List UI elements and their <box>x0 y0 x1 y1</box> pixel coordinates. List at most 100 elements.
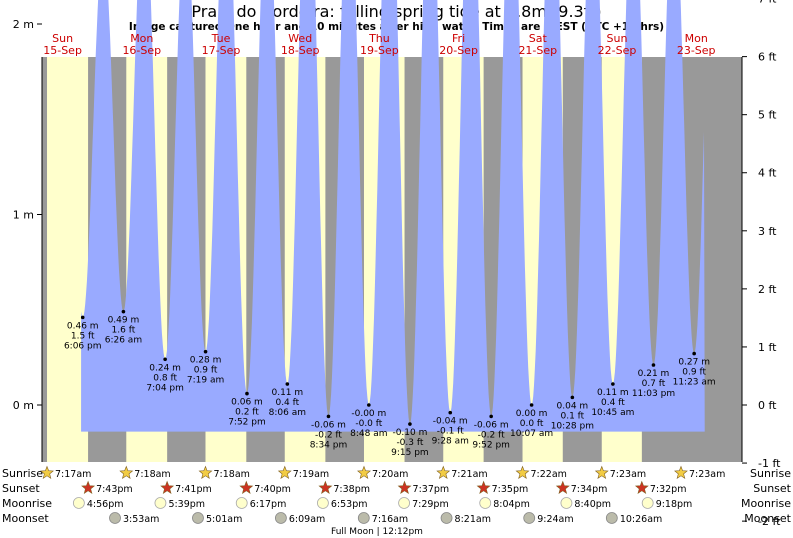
low-tide-label: -0.1 ft <box>437 427 464 437</box>
sunrise-time: 7:18am <box>134 469 170 480</box>
moonset-time: 5:01am <box>206 514 242 525</box>
tide-point <box>80 315 85 320</box>
tide-point <box>448 410 453 415</box>
sunrise-star-icon <box>436 465 451 479</box>
low-tide-label: 11:03 pm <box>632 389 675 399</box>
tide-point <box>367 403 371 407</box>
day-date-label: 16-Sep <box>122 44 161 57</box>
row-label-right-moonrise: Moonrise <box>741 497 791 510</box>
low-tide-label: -0.00 m <box>351 409 386 419</box>
moonrise-time: 5:39pm <box>168 499 205 510</box>
low-tide-label: 0.4 ft <box>275 398 299 408</box>
sunrise-star-icon <box>674 465 688 479</box>
moonset-time: 6:09am <box>289 514 325 525</box>
row-label-right-sunset: Sunset <box>753 482 791 495</box>
day-date-label: 22-Sep <box>598 44 637 57</box>
moonset-icon <box>523 512 536 524</box>
low-tide-label: 0.06 m <box>231 398 263 408</box>
row-label-moonrise: Moonrise <box>2 497 52 510</box>
moonrise-icon <box>154 497 167 509</box>
low-tide-label: 9:15 pm <box>391 448 429 458</box>
low-tide-label: 0.1 ft <box>560 411 584 421</box>
sunrise-time: 7:17am <box>55 469 91 480</box>
sunrise-time: 7:21am <box>451 469 487 480</box>
low-tide-label: 7:19 am <box>187 376 224 386</box>
left-tick-label: 0 m <box>13 399 34 412</box>
low-tide-label: -0.2 ft <box>478 430 505 440</box>
moonset-icon <box>605 512 618 524</box>
low-tide-label: 1.5 ft <box>71 331 95 341</box>
right-tick-label: 5 ft <box>758 109 777 122</box>
left-tick-label: 1 m <box>13 209 34 222</box>
low-tide-label: 8:48 am <box>350 429 387 439</box>
day-name-label: Tue <box>211 32 231 45</box>
sunset-star-icon <box>634 480 649 494</box>
low-tide-label: 9:52 pm <box>472 440 510 450</box>
low-tide-label: 8:06 am <box>269 408 306 418</box>
moon-phase-label: Full Moon | 12:12pm <box>331 527 423 537</box>
sunrise-star-icon <box>40 465 54 479</box>
tide-point <box>285 382 290 386</box>
low-tide-label: 0.46 m <box>67 321 99 331</box>
low-tide-label: 0.00 m <box>516 409 548 419</box>
moonset-icon <box>274 512 287 524</box>
sunrise-time: 7:22am <box>531 469 567 480</box>
moonset-icon <box>192 512 204 524</box>
sunset-time: 7:37pm <box>413 484 450 495</box>
low-tide-label: 8:34 pm <box>310 440 348 450</box>
tide-curve <box>81 0 705 432</box>
day-date-label: 15-Sep <box>43 44 82 57</box>
low-tide-label: 0.8 ft <box>153 373 177 383</box>
sun-moon-events: Sunrise Sunrise Sunset Sunset Moonrise Moonri… <box>2 465 792 537</box>
moonrise-icon <box>560 497 573 509</box>
day-name-label: Thu <box>368 32 390 45</box>
low-tide-label: -0.0 ft <box>355 419 382 429</box>
day-date-label: 19-Sep <box>360 44 399 57</box>
row-label-right-moonset: Moonset <box>744 512 791 525</box>
moonset-time: 10:26am <box>620 514 662 525</box>
sunrise-time: 7:18am <box>213 469 249 480</box>
low-tide-label: 0.11 m <box>597 388 629 398</box>
tide-point <box>489 414 493 419</box>
tide-point <box>163 357 167 362</box>
low-tide-label: 0.27 m <box>678 358 710 368</box>
right-tick-label: 4 ft <box>758 167 777 180</box>
sunrise-time: 7:20am <box>372 469 408 480</box>
low-tide-label: -0.2 ft <box>315 430 342 440</box>
low-tide-label: 0.28 m <box>190 356 222 366</box>
low-tide-label: -0.06 m <box>311 420 346 430</box>
row-label-moonset: Moonset <box>2 512 49 525</box>
sunset-star-icon <box>476 480 491 494</box>
day-name-label: Mon <box>685 32 708 45</box>
day-name-label: Fri <box>452 32 465 45</box>
tide-point <box>121 309 126 314</box>
moonrise-time: 8:40pm <box>574 499 611 510</box>
day-name-label: Wed <box>288 32 312 45</box>
day-date-label: 23-Sep <box>677 44 716 57</box>
moonrise-icon <box>398 497 410 509</box>
low-tide-label: 10:28 pm <box>551 421 594 431</box>
right-tick-label: 3 ft <box>758 225 777 238</box>
low-tide-label: -0.3 ft <box>396 438 423 448</box>
low-tide-label: 0.24 m <box>149 363 181 373</box>
low-tide-label: 0.11 m <box>271 388 303 398</box>
low-tide-label: 10:45 am <box>591 408 634 418</box>
right-tick-label: 2 ft <box>758 283 777 296</box>
day-date-label: 17-Sep <box>202 44 241 57</box>
low-tide-label: 0.04 m <box>557 401 589 411</box>
sunset-star-icon <box>239 480 254 494</box>
low-tide-label: 1.6 ft <box>112 326 136 336</box>
tide-point <box>408 422 412 426</box>
sunset-time: 7:32pm <box>650 484 687 495</box>
tide-point <box>570 395 575 400</box>
moonrise-time: 7:29pm <box>412 499 449 510</box>
tide-point <box>203 349 208 354</box>
moonrise-icon <box>641 497 654 509</box>
sunrise-star-icon <box>277 465 292 479</box>
sunset-star-icon <box>555 480 570 494</box>
moonrise-icon <box>317 497 329 509</box>
axes: 0 m1 m2 m3 m-2 ft-1 ft0 ft1 ft2 ft3 ft4 … <box>13 0 781 528</box>
sunrise-star-icon <box>594 465 609 479</box>
sunrise-star-icon <box>357 465 371 479</box>
